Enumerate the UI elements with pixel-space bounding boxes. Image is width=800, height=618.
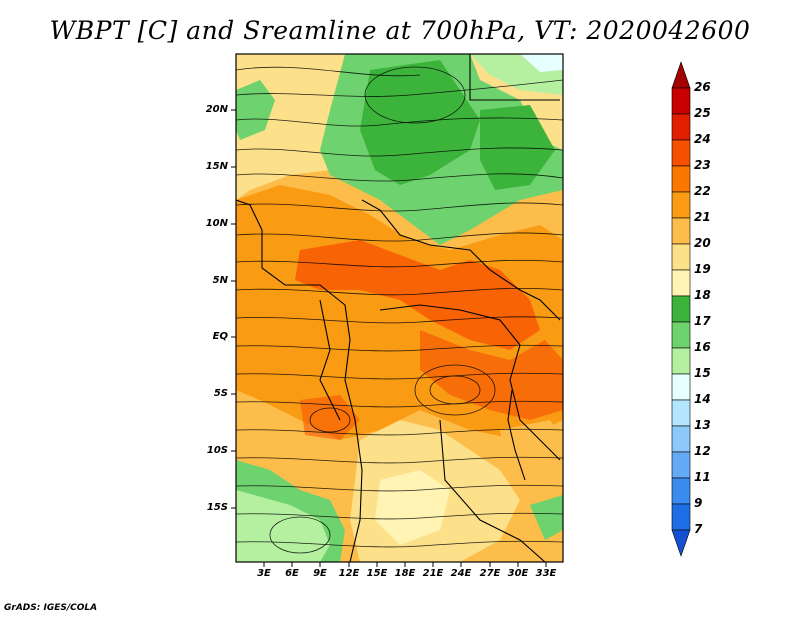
colorbar-label: 19	[694, 262, 711, 276]
colorbar-label: 15	[694, 366, 711, 380]
lon-label: 21E	[422, 568, 444, 579]
colorbar-label: 14	[694, 392, 711, 406]
colorbar-label: 23	[694, 158, 711, 172]
lat-label: 10N	[205, 218, 228, 229]
lon-label: 27E	[479, 568, 501, 579]
lon-label: 30E	[507, 568, 529, 579]
colorbar-label: 26	[694, 80, 711, 94]
lat-label: 5S	[213, 388, 228, 399]
lat-label: EQ	[212, 331, 228, 342]
colorbar-label: 22	[694, 184, 711, 198]
lat-label: 15N	[205, 161, 228, 172]
colorbar-label: 18	[694, 288, 711, 302]
lon-label: 33E	[535, 568, 557, 579]
chart-title: WBPT [C] and Sreamline at 700hPa, VT: 20…	[49, 16, 751, 45]
colorbar-label: 25	[694, 106, 711, 120]
wbpt-field	[236, 54, 563, 562]
colorbar-label: 20	[694, 236, 711, 250]
lon-label: 9E	[313, 568, 327, 579]
colorbar-label: 17	[694, 314, 711, 328]
lon-label: 15E	[366, 568, 388, 579]
lat-label: 5N	[212, 275, 228, 286]
colorbar-label: 16	[694, 340, 711, 354]
colorbar-label: 21	[694, 210, 711, 224]
credit-text: GrADS: IGES/COLA	[4, 603, 98, 613]
lon-label: 12E	[338, 568, 360, 579]
lon-label: 18E	[394, 568, 416, 579]
lat-label: 15S	[206, 502, 228, 513]
colorbar-label: 12	[694, 444, 711, 458]
colorbar-label: 11	[694, 470, 711, 484]
lat-label: 20N	[205, 104, 228, 115]
lon-label: 6E	[285, 568, 299, 579]
lon-label: 24E	[450, 568, 472, 579]
colorbar-label: 24	[694, 132, 711, 146]
colorbar-label: 13	[694, 418, 711, 432]
lon-label: 3E	[257, 568, 271, 579]
colorbar-label: 9	[694, 496, 703, 510]
colorbar-label: 7	[694, 522, 703, 536]
lat-label: 10S	[206, 445, 228, 456]
